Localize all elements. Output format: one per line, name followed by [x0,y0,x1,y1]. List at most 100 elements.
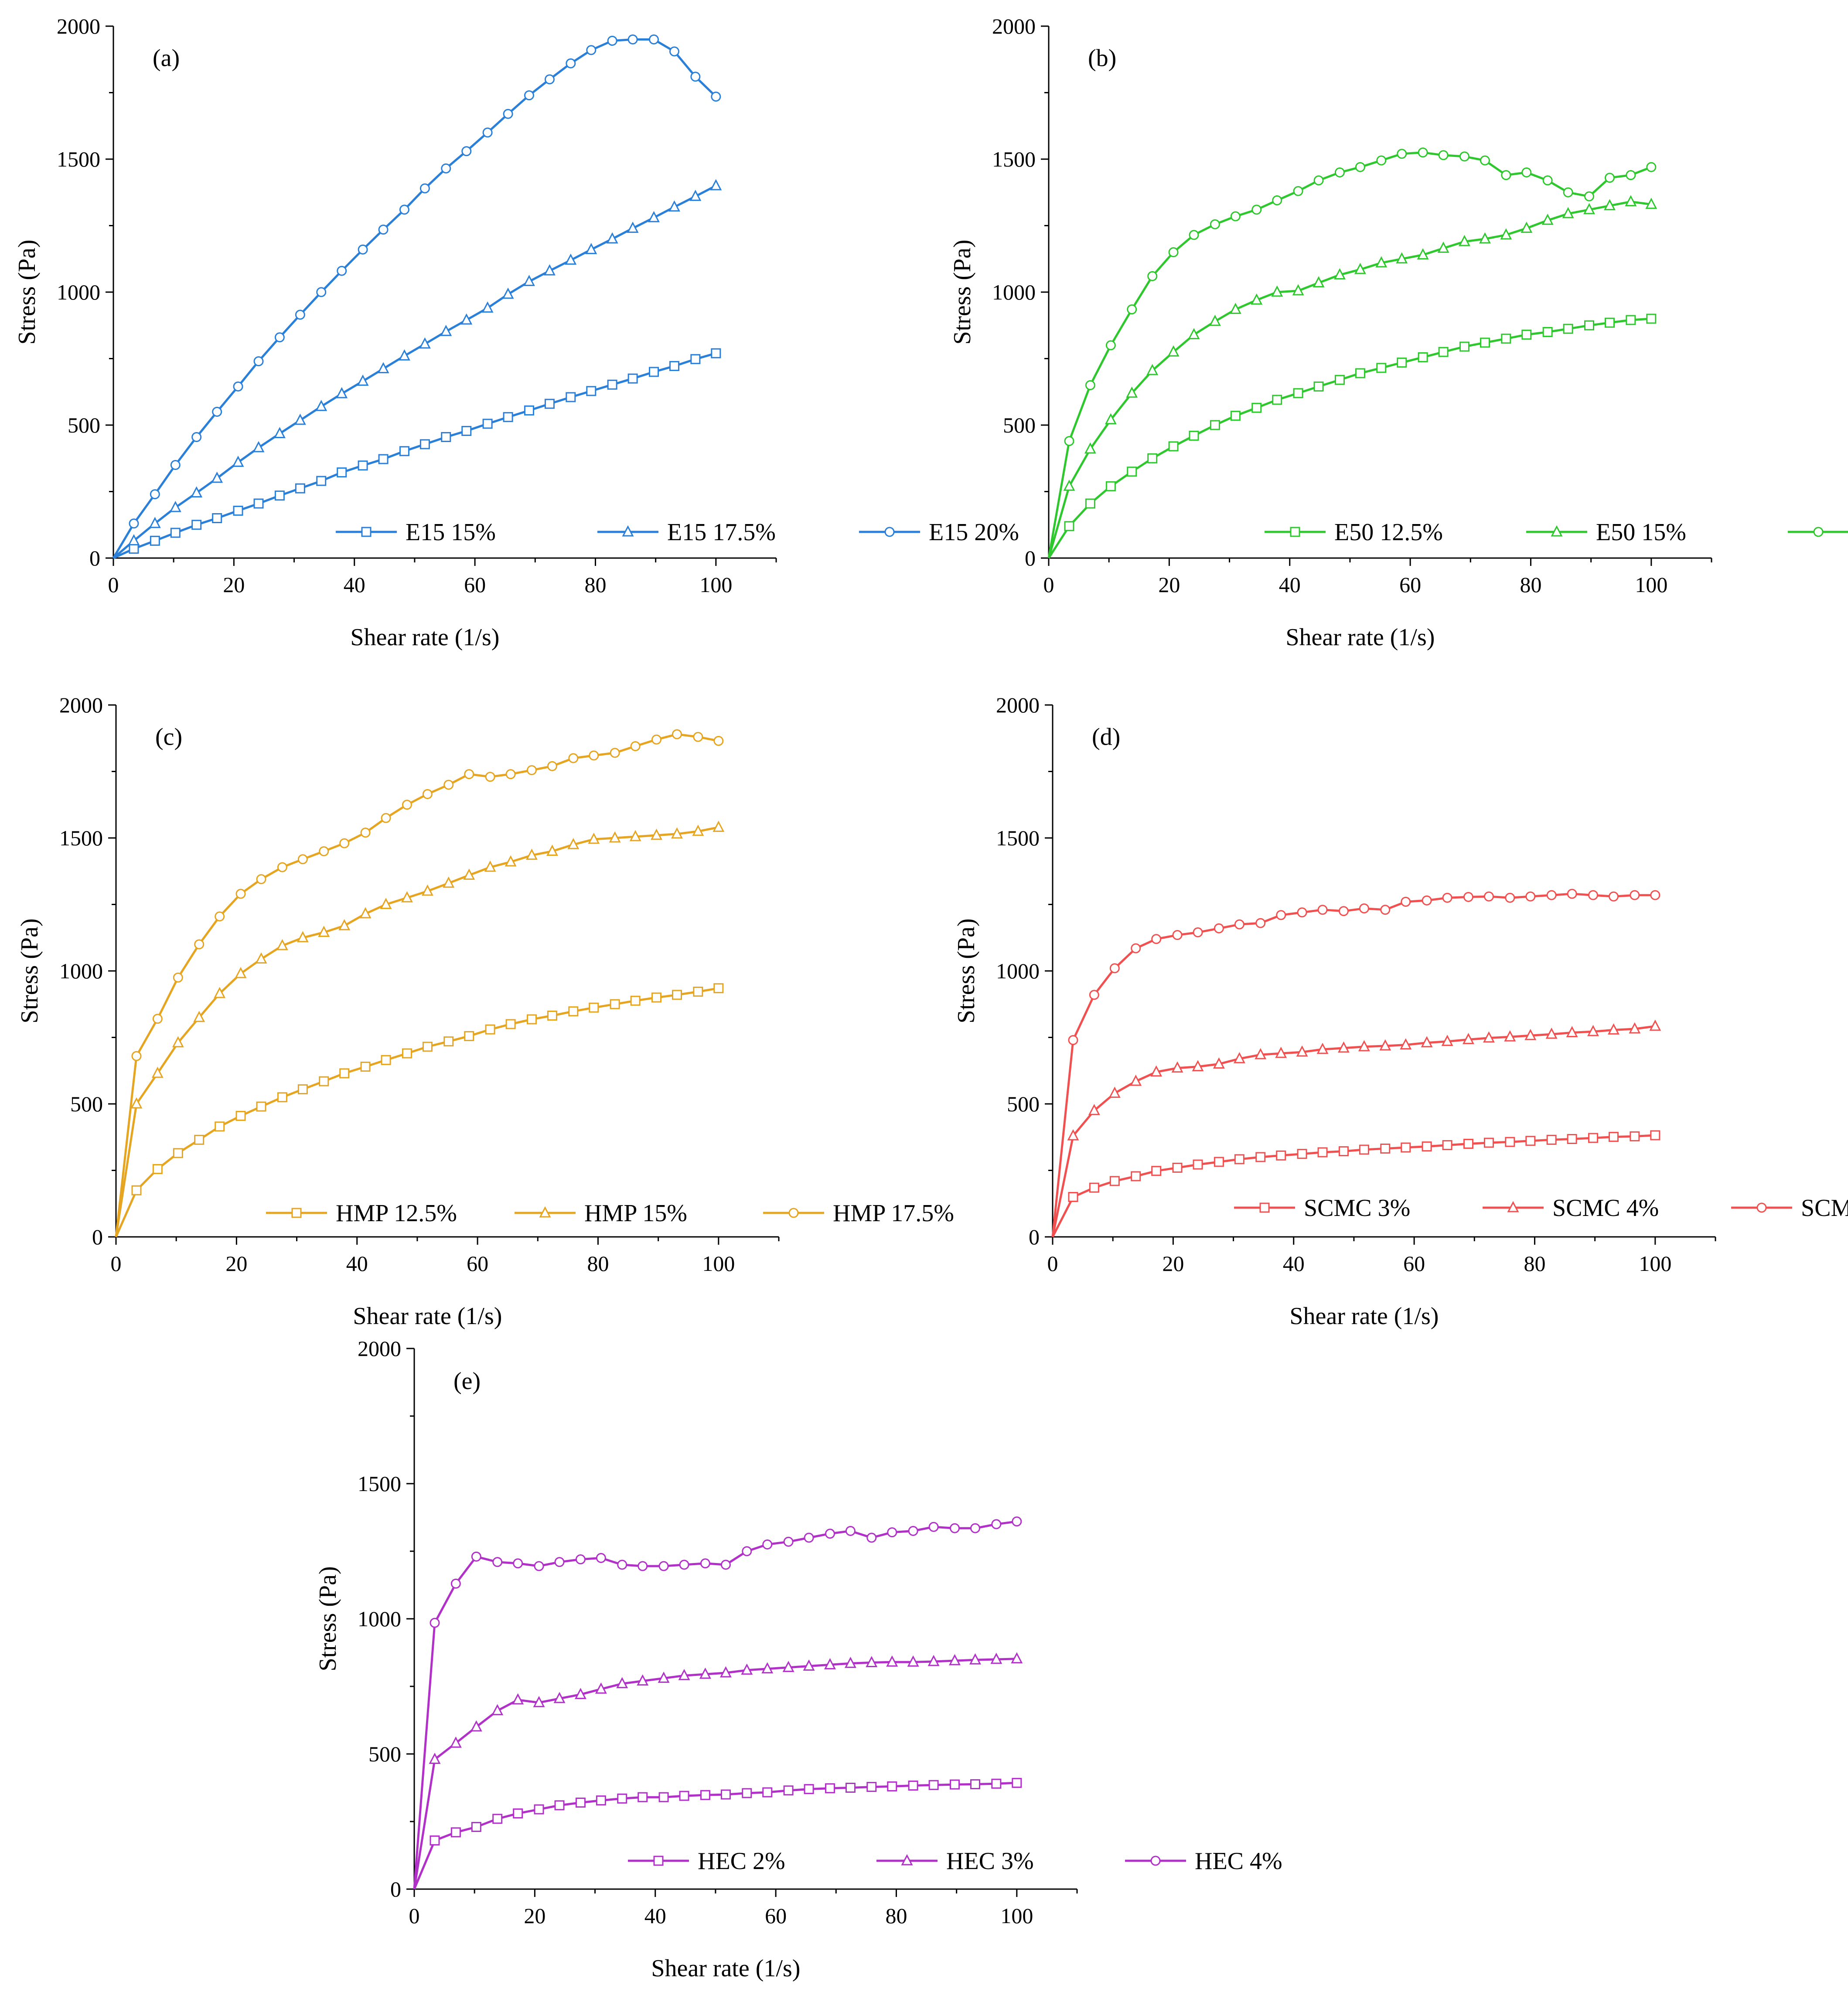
data-point [1151,1166,1162,1176]
legend-label: E50 15% [1596,519,1686,546]
y-axis-title: Stress (Pa) [949,239,976,344]
legend-label: E15 15% [406,519,496,546]
data-point [381,813,391,823]
data-point [669,46,679,57]
data-point [1442,1140,1452,1151]
data-point [1108,1086,1121,1098]
data-point [233,505,243,516]
data-point [1293,388,1303,398]
legend-marker [622,525,634,537]
legend-marker [884,527,895,537]
data-point [1214,923,1224,933]
data-point [651,734,661,745]
data-point [1147,271,1158,281]
data-point [1210,219,1220,229]
x-tick-label: 60 [467,1251,488,1276]
data-point [422,789,433,799]
data-point [596,1795,606,1806]
data-point [523,275,535,286]
data-point [1213,1057,1225,1069]
data-point [1359,903,1369,914]
data-point [669,361,679,371]
data-point [297,931,309,943]
data-point [1251,293,1263,305]
data-point [1566,1026,1578,1038]
data-point [949,1523,960,1533]
data-point [1011,1652,1023,1664]
data-point [337,266,347,276]
data-point [1230,211,1241,221]
y-tick-label: 2000 [992,14,1036,38]
data-point [1625,195,1637,207]
legend-marker [1259,1202,1270,1213]
data-point [668,200,680,212]
data-point [949,1779,960,1790]
data-point [524,90,534,101]
data-point [1608,1132,1619,1142]
data-point [441,432,451,442]
data-point [1233,1052,1245,1063]
data-point [534,1561,544,1571]
series-e50-15- [1047,195,1657,558]
series-e15-17-5- [113,179,722,559]
y-tick-label: 0 [1025,546,1036,570]
y-axis-title: Stress (Pa) [16,918,43,1023]
data-point [1338,1146,1349,1157]
y-tick-label: 1500 [358,1471,401,1496]
data-point [129,518,139,529]
data-point [1629,1022,1641,1034]
data-point [129,544,139,554]
data-point [1626,315,1636,325]
data-point [399,446,409,456]
data-point [1230,411,1241,421]
data-point [1480,337,1490,348]
data-point [1171,1061,1183,1073]
legend-label: HEC 4% [1195,1848,1282,1875]
data-point [991,1778,1002,1789]
x-tick-label: 80 [1524,1251,1545,1276]
data-point [235,967,247,978]
data-point [1563,187,1573,197]
data-point [297,1084,308,1094]
data-point [1167,345,1180,357]
x-axis-title: Shear rate (1/s) [651,1955,800,1982]
data-point [1234,919,1245,930]
data-point [422,1042,433,1052]
x-tick-label: 60 [1399,572,1421,597]
data-point [1127,467,1137,477]
data-point [471,1551,481,1562]
data-point [1068,1192,1078,1202]
data-point [1150,1065,1163,1077]
data-point [969,1653,981,1665]
data-point [378,225,389,235]
data-point [1146,364,1159,375]
data-point [693,732,703,742]
data-point [443,1036,454,1047]
x-tick-label: 0 [409,1903,420,1928]
data-point [544,74,555,85]
data-point [1567,1134,1577,1144]
data-point [534,1804,544,1815]
data-point [1189,230,1199,240]
data-point [651,828,662,840]
data-point [1645,197,1657,209]
data-point [1313,175,1324,186]
data-point [690,354,701,364]
data-point [1317,1147,1328,1158]
data-point [1272,395,1282,405]
x-tick-label: 0 [1047,1251,1058,1276]
data-point [617,1793,627,1804]
data-point [630,995,641,1006]
x-tick-label: 20 [1158,572,1180,597]
y-tick-label: 1000 [992,280,1036,304]
data-point [441,163,451,174]
series-hmp-15- [115,821,725,1237]
data-point [1546,890,1557,900]
data-point [742,1546,752,1556]
x-tick-label: 20 [1162,1251,1184,1276]
data-point [464,1031,474,1041]
data-point [1276,910,1286,920]
y-tick-label: 1000 [57,280,100,304]
data-point [1317,905,1328,915]
data-point [215,911,225,922]
